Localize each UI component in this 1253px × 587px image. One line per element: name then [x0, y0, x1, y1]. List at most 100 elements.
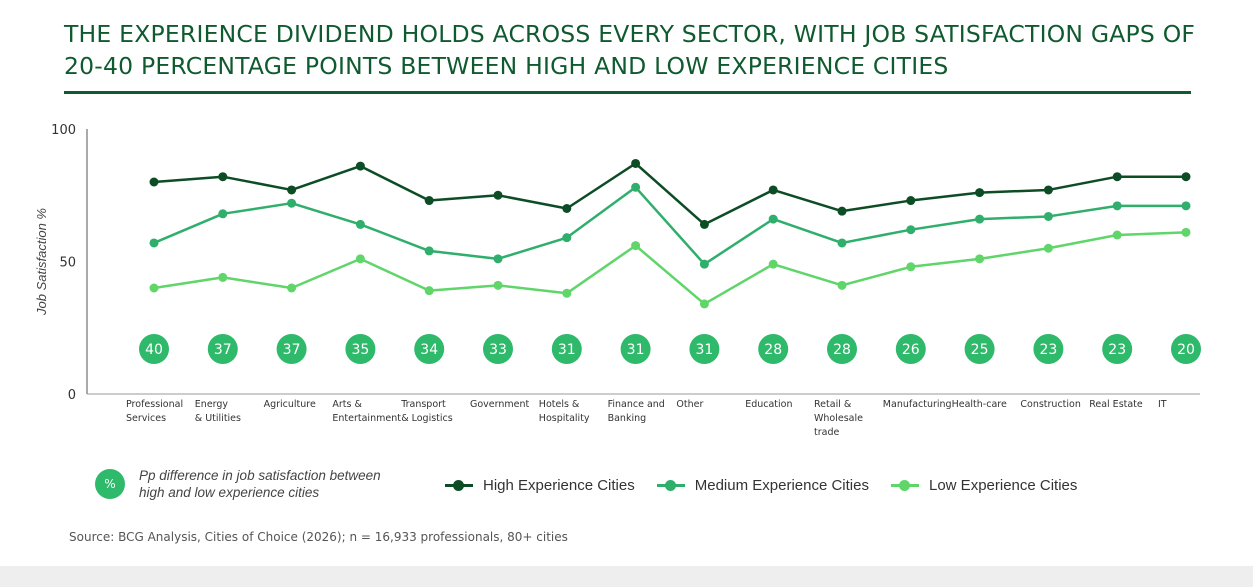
x-category-label-line: Banking — [608, 413, 647, 424]
legend-swatch-medium — [656, 476, 685, 494]
gap-badge-label: 31 — [695, 342, 713, 358]
data-point-high — [218, 172, 228, 182]
gap-badge — [207, 334, 238, 364]
legend-swatch-high — [445, 476, 473, 494]
x-category-label-line: Government — [470, 399, 530, 410]
data-point-low — [424, 286, 434, 296]
gap-badge-label: 37 — [283, 342, 301, 358]
data-point-medium — [218, 209, 228, 219]
x-category-label-line: trade — [814, 427, 839, 438]
data-point-low — [493, 280, 503, 290]
data-point-low — [631, 241, 641, 251]
data-point-low — [975, 254, 985, 264]
gap-badge-label: 31 — [627, 342, 645, 358]
data-point-high — [906, 196, 916, 206]
gap-badge-label: 33 — [489, 342, 507, 358]
data-point-low — [218, 272, 228, 282]
x-category-label-line: Finance and — [608, 399, 665, 410]
gap-badge-label: 28 — [833, 342, 851, 358]
data-point-low — [1181, 227, 1191, 237]
gap-badge-label: 26 — [902, 342, 920, 358]
x-category-label: IT — [1158, 399, 1167, 410]
data-point-low — [837, 280, 847, 290]
y-tick-label: 100 — [51, 123, 76, 138]
gap-badge — [345, 334, 376, 364]
data-point-low — [1112, 230, 1122, 240]
footer-band — [0, 566, 1253, 587]
chart-title: The experience dividend holds across eve… — [64, 20, 1196, 80]
gap-badge-label: 34 — [420, 342, 438, 358]
x-category-label-line: Real Estate — [1089, 399, 1143, 410]
x-category-label: Manufacturing — [883, 399, 952, 410]
x-category-label: Arts & Entertainment — [332, 399, 401, 424]
x-category-label-line: Services — [126, 413, 166, 424]
gap-badge — [551, 334, 582, 364]
x-category-label: Construction — [1020, 399, 1081, 410]
data-point-high — [493, 190, 503, 200]
series-line-low — [153, 231, 1187, 306]
x-category-label: Real Estate — [1089, 399, 1143, 410]
x-category-label-line: Arts & — [332, 399, 362, 410]
x-category-label-line: Retail & — [814, 399, 852, 410]
y-tick-label: 50 — [59, 256, 76, 271]
x-category-label: Health-care — [952, 399, 1007, 410]
x-category-label-line: Transport — [400, 399, 446, 410]
gap-badge — [276, 334, 307, 364]
data-point-medium — [768, 214, 778, 224]
x-category-label-line: & Logistics — [401, 413, 453, 424]
data-point-high — [768, 185, 778, 195]
data-point-low — [562, 288, 572, 298]
legend-item-high: High Experience Cities — [445, 476, 635, 494]
x-category-label: Hotels & Hospitality — [539, 399, 590, 424]
x-category-label: Finance and Banking — [608, 399, 665, 424]
data-point-high — [699, 219, 709, 229]
data-point-high — [837, 206, 847, 216]
x-category-label-line: Other — [676, 399, 703, 410]
data-point-low — [287, 283, 297, 293]
data-point-medium — [1112, 201, 1122, 211]
data-point-medium — [355, 219, 365, 229]
gap-badge-label: 37 — [214, 342, 232, 358]
x-category-label-line: Hospitality — [539, 413, 590, 424]
gap-badge-label: 23 — [1108, 342, 1126, 358]
gap-badge-label: 40 — [145, 342, 163, 358]
data-point-medium — [149, 238, 159, 248]
gap-badge-label: 31 — [558, 342, 576, 358]
gap-badge — [964, 334, 995, 364]
data-point-medium — [975, 214, 985, 224]
source-note: Source: BCG Analysis, Cities of Choice (… — [69, 530, 568, 544]
x-category-label-line: Entertainment — [332, 413, 401, 424]
y-tick-label: 0 — [68, 388, 76, 403]
x-category-label-line: & Utilities — [195, 413, 241, 424]
x-category-label-line: Energy — [195, 399, 229, 410]
data-point-medium — [906, 225, 916, 235]
x-category-label-line: Wholesale — [814, 413, 863, 424]
gap-badge — [483, 334, 513, 364]
x-category-label-line: Professional — [126, 399, 183, 410]
data-point-high — [355, 161, 365, 171]
gap-badge — [827, 334, 857, 364]
x-category-label: Professional Services — [126, 399, 183, 424]
data-point-low — [768, 259, 778, 269]
line-chart: 0 50 100 Job Satisfaction % 40 37 37 35 34 33 31 31… — [34, 123, 1201, 438]
data-point-medium — [424, 246, 434, 256]
legend-swatch-low — [891, 476, 919, 494]
gap-badge — [1033, 334, 1064, 364]
data-point-low — [699, 299, 709, 309]
gap-badge — [1171, 334, 1201, 364]
x-category-label: Energy & Utilities — [195, 399, 241, 424]
data-point-high — [631, 158, 641, 168]
x-category-label: Other — [676, 399, 703, 410]
data-point-low — [906, 262, 916, 272]
data-point-high — [1181, 172, 1191, 182]
data-point-high — [424, 196, 434, 206]
gap-badge — [139, 334, 169, 364]
data-point-high — [975, 188, 985, 198]
gap-badge — [414, 334, 445, 364]
data-point-low — [1043, 243, 1053, 253]
data-point-low — [355, 254, 365, 264]
data-point-high — [1043, 185, 1053, 195]
gap-badge — [895, 334, 926, 364]
gap-legend-text: Pp difference in job satisfaction betwee… — [139, 468, 381, 500]
data-point-medium — [1043, 211, 1053, 221]
